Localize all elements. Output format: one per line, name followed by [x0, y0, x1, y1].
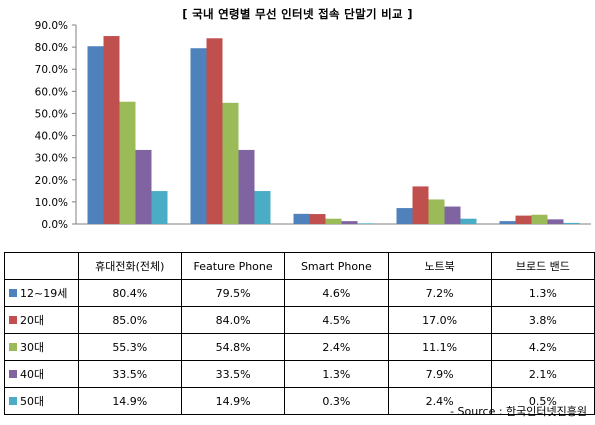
- data-table: 휴대전화(전체) Feature Phone Smart Phone 노트북 브로드 밴…: [4, 252, 595, 415]
- legend-swatch: [9, 316, 17, 324]
- y-tick-label: 50.0%: [35, 108, 68, 120]
- data-label: 0.5%: [490, 387, 595, 415]
- data-label: 54.8%: [180, 333, 286, 361]
- y-tick-label: 60.0%: [35, 86, 68, 98]
- table-row: 20대 85.0% 84.0% 4.5% 17.0% 3.8%: [4, 306, 595, 334]
- bar: [222, 102, 239, 224]
- data-label: 1.3%: [284, 360, 389, 388]
- bar: [103, 36, 120, 224]
- bar: [428, 199, 445, 224]
- legend-entry: 40대: [4, 360, 79, 388]
- x-category-label: 휴대전화(전체): [77, 252, 182, 280]
- bar: [309, 214, 326, 224]
- bar: [444, 206, 461, 224]
- data-label: 85.0%: [77, 306, 182, 334]
- x-category-label: Smart Phone: [284, 252, 389, 280]
- bar: [87, 46, 104, 224]
- data-label: 2.4%: [387, 387, 492, 415]
- bar: [135, 149, 152, 224]
- y-tick-label: 40.0%: [35, 131, 68, 143]
- data-label: 14.9%: [77, 387, 182, 415]
- data-label: 7.9%: [387, 360, 492, 388]
- bar: [357, 223, 374, 224]
- bar: [293, 213, 310, 224]
- bar: [119, 101, 136, 224]
- table-corner-cell: [4, 252, 79, 280]
- data-label: 2.4%: [284, 333, 389, 361]
- data-label: 33.5%: [77, 360, 182, 388]
- bar: [499, 221, 516, 224]
- data-label: 7.2%: [387, 279, 492, 307]
- legend-swatch: [9, 343, 17, 351]
- data-label: 17.0%: [387, 306, 492, 334]
- bar: [547, 219, 564, 224]
- data-label: 4.2%: [490, 333, 595, 361]
- legend-entry: 50대: [4, 387, 79, 415]
- y-tick-label: 80.0%: [35, 42, 68, 54]
- data-label: 4.6%: [284, 279, 389, 307]
- series-name: 50대: [20, 395, 45, 408]
- bar: [412, 186, 429, 224]
- data-label: 79.5%: [180, 279, 286, 307]
- data-label: 1.3%: [490, 279, 595, 307]
- series-name: 12~19세: [20, 287, 68, 300]
- series-name: 40대: [20, 368, 45, 381]
- bar: [254, 191, 271, 224]
- x-category-label: 노트북: [387, 252, 492, 280]
- bar: [238, 149, 255, 224]
- data-label: 84.0%: [180, 306, 286, 334]
- bar: [563, 222, 580, 224]
- legend-swatch: [9, 289, 17, 297]
- data-label: 14.9%: [180, 387, 286, 415]
- data-label: 55.3%: [77, 333, 182, 361]
- bar: [325, 218, 342, 224]
- table-header-row: 휴대전화(전체) Feature Phone Smart Phone 노트북 브로드 밴…: [4, 252, 595, 280]
- bar: [151, 191, 168, 224]
- data-label: 11.1%: [387, 333, 492, 361]
- bar: [190, 48, 207, 224]
- x-category-label: 브로드 밴드: [490, 252, 595, 280]
- data-label: 3.8%: [490, 306, 595, 334]
- table-row: 12~19세 80.4% 79.5% 4.6% 7.2% 1.3%: [4, 279, 595, 307]
- y-tick-label: 90.0%: [35, 20, 68, 32]
- bar: [460, 218, 477, 224]
- legend-entry: 30대: [4, 333, 79, 361]
- data-label: 33.5%: [180, 360, 286, 388]
- legend-swatch: [9, 397, 17, 405]
- table-row: 30대 55.3% 54.8% 2.4% 11.1% 4.2%: [4, 333, 595, 361]
- bar-chart: 0.0% 10.0% 20.0% 30.0% 40.0% 50.0% 60.0% 70.0% 8…: [35, 20, 591, 231]
- series-name: 20대: [20, 314, 45, 327]
- y-tick-label: 70.0%: [35, 64, 68, 76]
- legend-swatch: [9, 370, 17, 378]
- bar: [206, 38, 223, 225]
- data-label: 2.1%: [490, 360, 595, 388]
- bar: [515, 215, 532, 224]
- bar: [531, 214, 548, 224]
- source-note: - Source : 한국인터넷진흥원: [450, 405, 587, 418]
- series-name: 30대: [20, 341, 45, 354]
- table-row: 40대 33.5% 33.5% 1.3% 7.9% 2.1%: [4, 360, 595, 388]
- y-tick-label: 30.0%: [35, 153, 68, 165]
- data-label: 0.3%: [284, 387, 389, 415]
- table-row: 50대 14.9% 14.9% 0.3% 2.4% 0.5%: [4, 387, 595, 415]
- data-label: 80.4%: [77, 279, 182, 307]
- bar: [396, 208, 413, 224]
- legend-entry: 12~19세: [4, 279, 79, 307]
- chart-title: [ 국내 연령별 무선 인터넷 접속 단말기 비교 ]: [182, 7, 413, 21]
- legend-entry: 20대: [4, 306, 79, 334]
- y-tick-label: 20.0%: [35, 175, 68, 187]
- y-tick-label: 10.0%: [35, 197, 68, 209]
- data-label: 4.5%: [284, 306, 389, 334]
- bar: [341, 221, 358, 224]
- x-category-label: Feature Phone: [180, 252, 286, 280]
- y-tick-label: 0.0%: [41, 219, 68, 231]
